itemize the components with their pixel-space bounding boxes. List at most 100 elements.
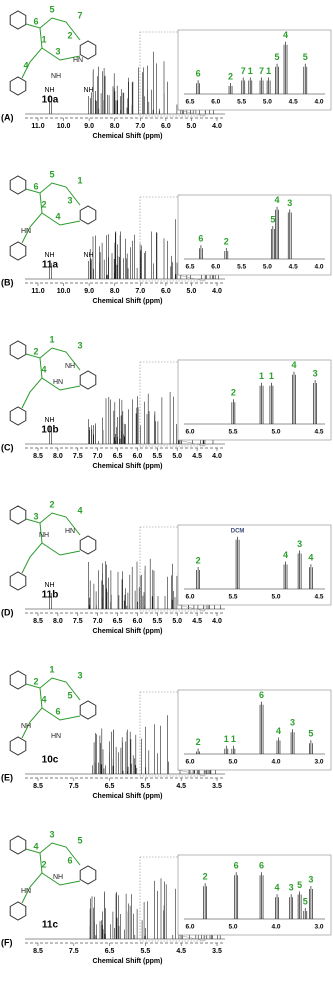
- inset-peak: [275, 894, 279, 919]
- tick-label: 4.0: [212, 123, 222, 130]
- structure-label: 3: [49, 829, 54, 839]
- peak-label: 4: [291, 360, 296, 370]
- structure-label: 2: [41, 199, 46, 209]
- structure-label: 4: [77, 505, 82, 515]
- inset-tick-label: 5.0: [271, 594, 280, 601]
- peak-label: 3: [313, 368, 318, 378]
- tick-label: 5.5: [141, 783, 151, 790]
- zoom-region: [139, 856, 206, 942]
- inset-peak: [275, 63, 279, 94]
- tick-label: 8.5: [33, 948, 43, 955]
- inset-peak: [270, 226, 275, 259]
- structure-label: NH: [39, 532, 49, 539]
- tick-label: 7.5: [69, 948, 79, 955]
- zoom-region: [139, 361, 206, 447]
- inset-peak: [196, 80, 200, 94]
- peak-label: DCM: [231, 528, 245, 534]
- structure-bond: [21, 512, 81, 574]
- structure-ring: [9, 241, 27, 261]
- inset-frame: [177, 689, 332, 771]
- peak-label: NH: [44, 582, 54, 589]
- inset-peak: [303, 908, 308, 919]
- tick-label: 5.0: [187, 288, 197, 295]
- nh-peak: [88, 96, 91, 114]
- tick-label: 6.5: [105, 783, 115, 790]
- tick-label: 6.5: [113, 618, 123, 625]
- zoom-region: [139, 526, 206, 612]
- axis-title: Chemical Shift (ppm): [92, 793, 162, 800]
- inset-peak: [292, 371, 296, 424]
- structure-label: HN: [51, 733, 61, 740]
- inset-peak: [203, 883, 207, 919]
- structure-label: 6: [33, 181, 38, 191]
- tick-label: 8.5: [33, 618, 43, 625]
- nh-peak: [88, 261, 91, 279]
- peak-label: 5: [303, 52, 308, 62]
- inset-peak: [283, 561, 288, 589]
- tick-label: 4.5: [192, 453, 202, 460]
- inset-tick-label: 6.0: [185, 429, 194, 436]
- inset-tick-label: 5.0: [271, 429, 280, 436]
- inset-tick-label: 4.0: [314, 99, 323, 106]
- peak-label: 1: [248, 66, 253, 76]
- structure-label: HN: [73, 57, 83, 64]
- tick-label: 9.0: [84, 288, 94, 295]
- structure-ring: [79, 865, 97, 885]
- peak-label: NH: [44, 252, 54, 259]
- axis-title: Chemical Shift (ppm): [92, 628, 162, 635]
- structure-label: 3: [55, 46, 60, 56]
- inset-peak: [224, 745, 229, 754]
- tick-label: 4.5: [176, 948, 186, 955]
- structure-label: 2: [49, 499, 54, 509]
- tick-label: 11.0: [31, 288, 44, 295]
- inset-tick-label: 4.5: [289, 264, 298, 271]
- zoom-region: [139, 31, 206, 117]
- peak-label: NH: [83, 87, 93, 94]
- tick-label: 7.5: [73, 618, 83, 625]
- inset-peak: [231, 745, 236, 754]
- structure-label: 6: [55, 706, 60, 716]
- inset-peak: [275, 206, 279, 259]
- structure-label: 3: [33, 511, 38, 521]
- inset-tick-label: 5.0: [263, 99, 272, 106]
- tick-label: 7.5: [69, 783, 79, 790]
- inset-tick-label: 5.0: [228, 924, 237, 931]
- structure-label: 3: [77, 340, 82, 350]
- tick-label: 10.0: [57, 288, 71, 295]
- panel-label: (D): [1, 607, 14, 617]
- inset-peak: [309, 886, 313, 919]
- structure-label: 5: [77, 835, 82, 845]
- peak-label: 5: [297, 880, 302, 890]
- tick-label: 3.5: [212, 948, 222, 955]
- nh-peak: [49, 96, 52, 114]
- tick-label: 6.5: [113, 453, 123, 460]
- peak-label: NH: [44, 417, 54, 424]
- inset-tick-label: 5.5: [237, 264, 246, 271]
- inset-peak: [290, 729, 295, 754]
- structure-ring: [9, 736, 27, 756]
- tick-label: 5.0: [172, 453, 182, 460]
- tick-label: 8.0: [53, 618, 63, 625]
- inset-tick-label: 3.0: [314, 924, 323, 931]
- structure-ring: [9, 175, 27, 195]
- inset-peak: [196, 567, 200, 589]
- tick-label: 8.0: [53, 453, 63, 460]
- inset-tick-label: 4.0: [271, 759, 280, 766]
- tick-label: 5.5: [152, 618, 162, 625]
- structure-ring: [9, 406, 27, 426]
- compound-label: 10a: [42, 95, 59, 106]
- inset-frame: [177, 854, 332, 936]
- structure-label: 6: [33, 16, 38, 26]
- inset-frame: [177, 524, 332, 606]
- structure-ring: [9, 76, 27, 96]
- peak-label: 4: [275, 195, 280, 205]
- structure-bond: [21, 17, 81, 79]
- structure-ring: [9, 505, 27, 525]
- structure-label: 4: [33, 841, 38, 851]
- structure-label: 5: [49, 4, 54, 14]
- inset-tick-label: 6.5: [185, 99, 194, 106]
